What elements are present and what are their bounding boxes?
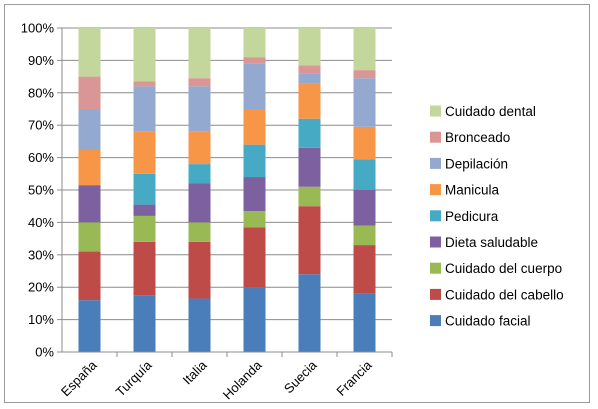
y-tick-label: 0% bbox=[35, 345, 54, 360]
bar-segment-1 bbox=[188, 298, 211, 352]
x-tick-label: Francia bbox=[333, 357, 375, 399]
legend-label: Cuidado del cabello bbox=[445, 287, 564, 302]
x-axis-tick-labels: España Turquía Italia Holanda Suecia Francia bbox=[58, 357, 375, 402]
bar-segment-9 bbox=[133, 28, 156, 82]
x-tick-label: Suecia bbox=[281, 357, 320, 396]
y-tick-label: 40% bbox=[28, 215, 54, 230]
x-tick-label: Turquía bbox=[113, 357, 155, 399]
bar-segment-9 bbox=[188, 28, 211, 79]
bar-segment-3 bbox=[133, 215, 156, 242]
legend-label: Bronceado bbox=[445, 130, 510, 145]
y-tick-label: 30% bbox=[28, 247, 54, 262]
x-tick-label: España bbox=[58, 357, 100, 399]
bar-segment-4 bbox=[243, 177, 266, 212]
bar-segment-9 bbox=[298, 28, 321, 66]
bar-segment-5 bbox=[243, 144, 266, 178]
y-tick-label: 90% bbox=[28, 53, 54, 68]
bar-segment-3 bbox=[243, 211, 266, 228]
legend: Cuidado dental Bronceado Depilación Manicul… bbox=[430, 104, 564, 329]
legend-swatch bbox=[430, 184, 441, 196]
bar-segment-4 bbox=[78, 185, 101, 223]
legend-label: Cuidado del cuerpo bbox=[445, 261, 562, 276]
bar-segment-1 bbox=[353, 293, 376, 352]
y-tick-label: 100% bbox=[21, 21, 55, 36]
bar-segment-8 bbox=[78, 76, 101, 109]
y-tick-label: 60% bbox=[28, 150, 54, 165]
legend-swatch bbox=[430, 131, 441, 143]
bar-segment-7 bbox=[78, 109, 101, 150]
bar-segment-5 bbox=[188, 164, 211, 184]
bar-segment-2 bbox=[78, 251, 101, 301]
bar-segment-1 bbox=[243, 287, 266, 352]
bar-segment-6 bbox=[188, 131, 211, 165]
bar-segment-8 bbox=[133, 81, 156, 87]
axes bbox=[57, 27, 393, 357]
legend-swatch bbox=[430, 288, 441, 300]
bar-segment-7 bbox=[133, 86, 156, 132]
bar-segment-6 bbox=[243, 109, 266, 145]
legend-label: Manicula bbox=[445, 183, 500, 198]
legend-label: Cuidado dental bbox=[445, 104, 536, 119]
bar-segment-8 bbox=[298, 65, 321, 74]
bar-segment-6 bbox=[353, 126, 376, 160]
bar-segment-5 bbox=[353, 159, 376, 190]
gridlines bbox=[62, 27, 392, 353]
legend-swatch bbox=[430, 210, 441, 222]
bar-segment-4 bbox=[298, 147, 321, 187]
bar-segment-1 bbox=[78, 300, 101, 352]
bar-segment-9 bbox=[78, 28, 101, 77]
y-tick-label: 70% bbox=[28, 118, 54, 133]
legend-label: Dieta saludable bbox=[445, 235, 538, 250]
bar-segment-8 bbox=[188, 78, 211, 87]
bar-segment-8 bbox=[353, 70, 376, 79]
bar-segment-6 bbox=[298, 83, 321, 119]
y-tick-label: 50% bbox=[28, 183, 54, 198]
legend-label: Depilación bbox=[445, 156, 508, 171]
bar-segment-8 bbox=[243, 57, 266, 64]
y-tick-label: 20% bbox=[28, 280, 54, 295]
legend-swatch bbox=[430, 236, 441, 248]
chart-frame bbox=[4, 4, 590, 403]
bar-segment-3 bbox=[78, 222, 101, 252]
y-axis-tick-labels: 0% 10% 20% 30% 40% 50% 60% 70% 80% 90% 100% bbox=[21, 21, 55, 360]
bar-segment-7 bbox=[243, 63, 266, 109]
bar-segment-6 bbox=[133, 131, 156, 174]
bar-segment-5 bbox=[298, 118, 321, 148]
y-tick-label: 10% bbox=[28, 312, 54, 327]
legend-swatch bbox=[430, 262, 441, 274]
bar-segment-7 bbox=[353, 78, 376, 127]
bar-segment-1 bbox=[133, 295, 156, 352]
bar-segment-5 bbox=[133, 173, 156, 205]
bar-segment-7 bbox=[298, 73, 321, 84]
legend-swatch bbox=[430, 157, 441, 169]
bar-segment-2 bbox=[243, 227, 266, 288]
bars bbox=[78, 28, 376, 352]
bar-segment-2 bbox=[353, 245, 376, 294]
bar-segment-2 bbox=[188, 241, 211, 299]
bar-segment-4 bbox=[353, 190, 376, 226]
x-tick-label: Italia bbox=[180, 357, 211, 388]
bar-segment-9 bbox=[353, 28, 376, 71]
bar-segment-4 bbox=[188, 183, 211, 223]
bar-segment-7 bbox=[188, 86, 211, 132]
bar-segment-2 bbox=[298, 206, 321, 275]
bar-segment-4 bbox=[133, 204, 156, 216]
bar-segment-3 bbox=[188, 222, 211, 242]
legend-swatch bbox=[430, 315, 441, 327]
legend-label: Cuidado facial bbox=[445, 314, 531, 329]
bar-segment-3 bbox=[353, 225, 376, 246]
x-tick-label: Holanda bbox=[220, 357, 265, 402]
bar-segment-3 bbox=[298, 186, 321, 207]
bar-segment-9 bbox=[243, 28, 266, 58]
legend-swatch bbox=[430, 105, 441, 117]
bar-segment-1 bbox=[298, 274, 321, 352]
y-tick-label: 80% bbox=[28, 85, 54, 100]
bar-segment-6 bbox=[78, 149, 101, 186]
legend-label: Pedicura bbox=[445, 209, 499, 224]
bar-segment-2 bbox=[133, 241, 156, 296]
